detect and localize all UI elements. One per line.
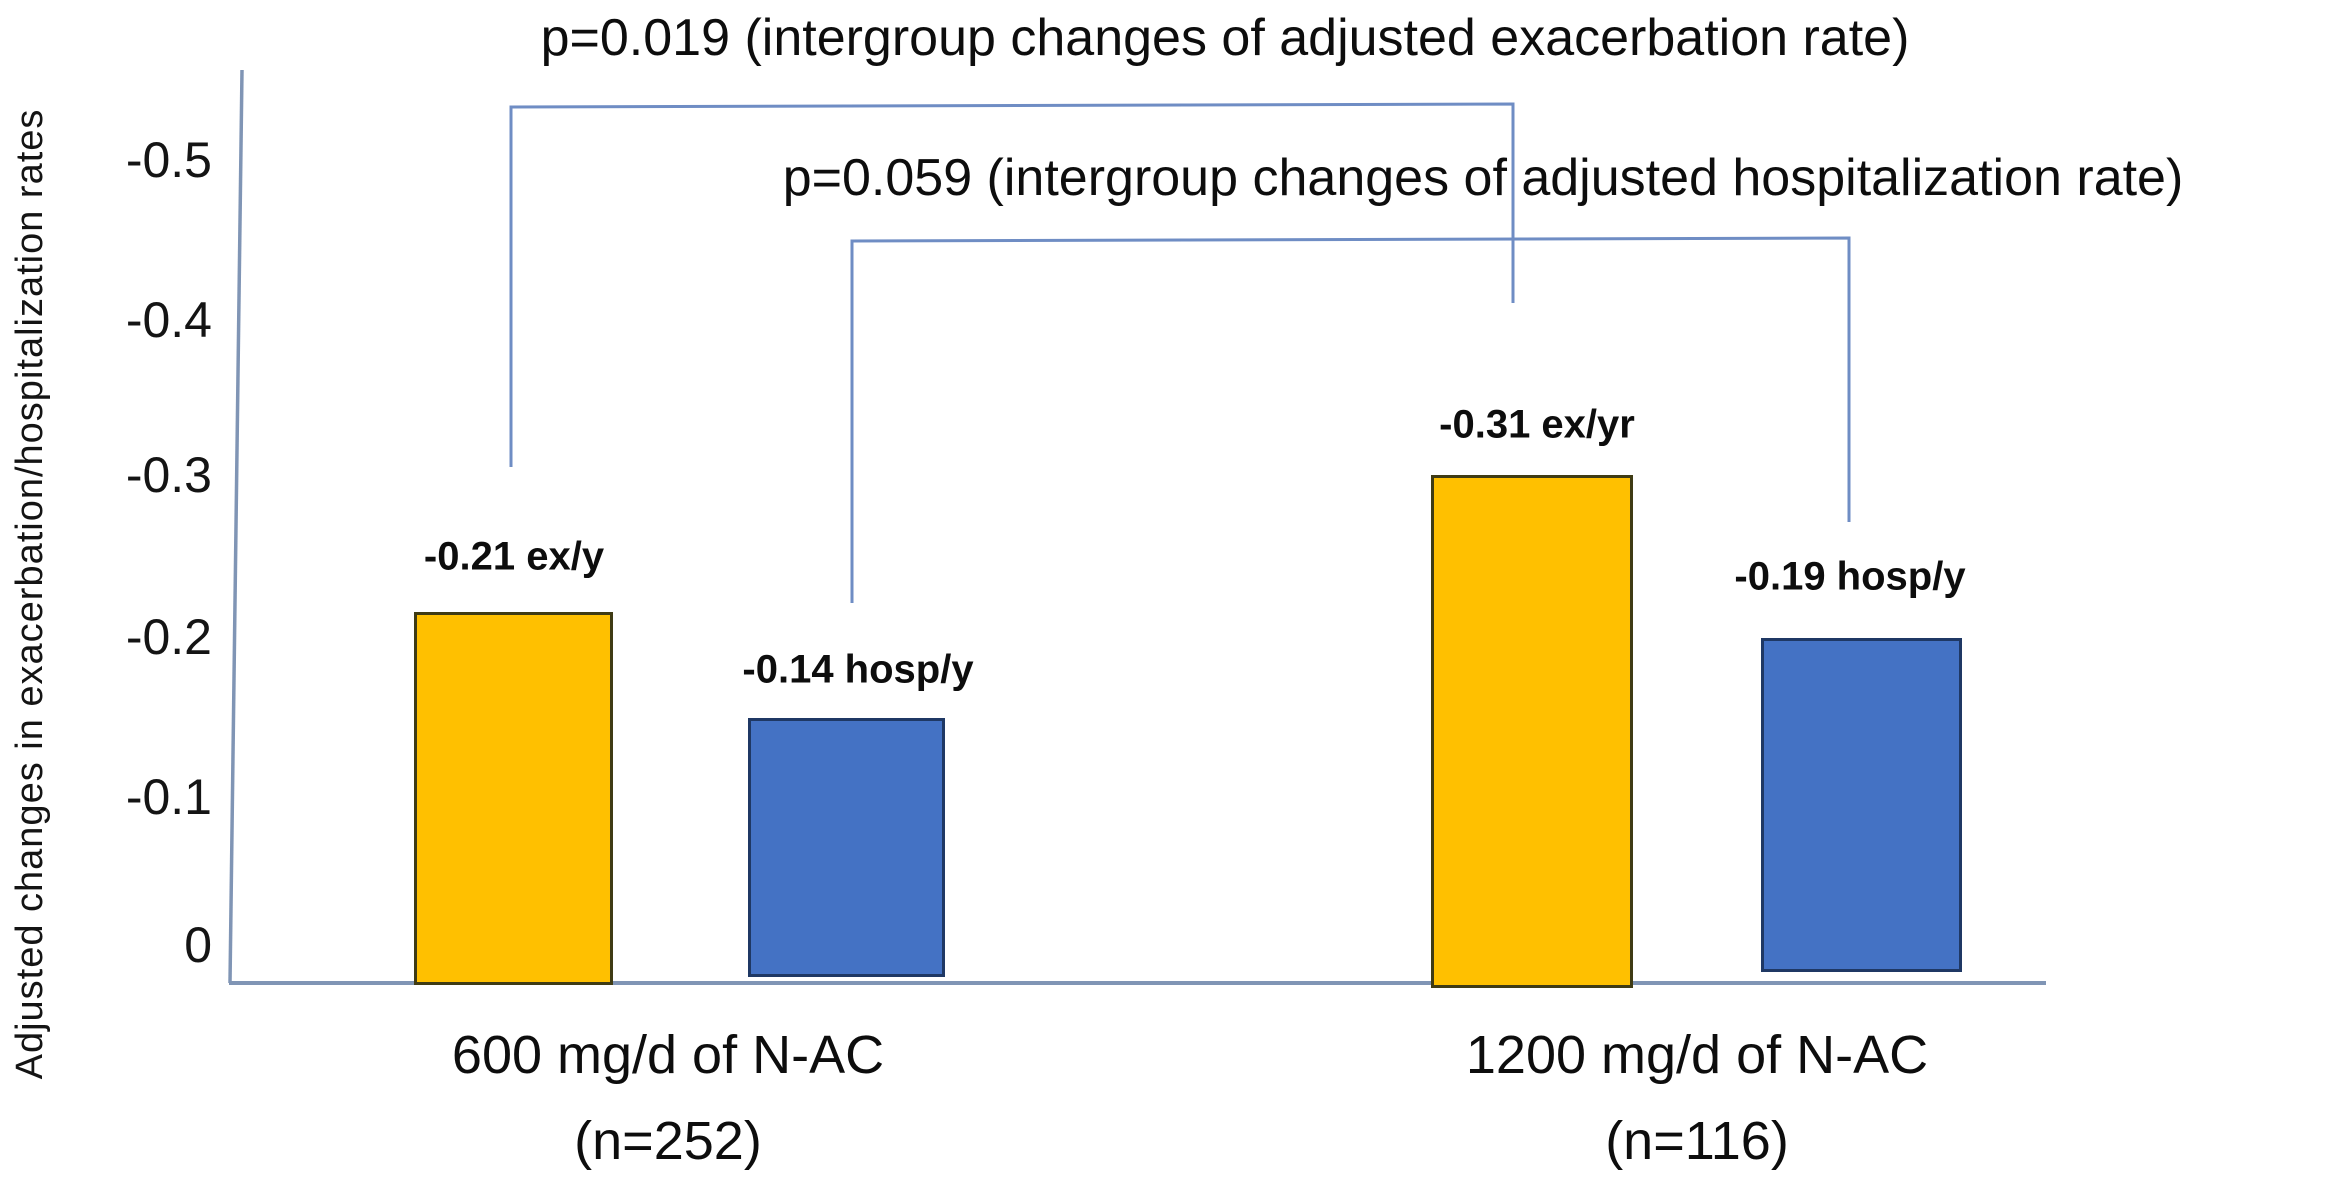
x-category-1200mg-dose: 1200 mg/d of N-AC [1465,1025,1929,1085]
bar-1200mg-exacerbation [1431,475,1633,988]
data-label-1200mg-exacerbation: -0.31 ex/yr [1439,402,1635,447]
y-tick-neg-0-3: -0.3 [125,447,212,503]
y-tick-neg-0-2: -0.2 [125,609,212,665]
p-value-annotation-exacerbation: p=0.019 (intergroup changes of adjusted … [540,9,1910,67]
y-tick-zero: 0 [184,917,212,973]
data-label-1200mg-hospitalization: -0.19 hosp/y [1734,554,1966,599]
data-label-600mg-hospitalization: -0.14 hosp/y [742,647,974,692]
bar-600mg-exacerbation [414,612,613,985]
x-category-1200mg-n: (n=116) [1605,1111,1789,1171]
x-category-1200mg: 1200 mg/d of N-AC (n=116) [1466,1012,1928,1184]
x-category-600mg-dose: 600 mg/d of N-AC [451,1025,885,1085]
y-axis-line [228,69,244,984]
data-label-600mg-exacerbation: -0.21 ex/y [423,534,605,579]
y-tick-neg-0-1: -0.1 [125,769,212,825]
significance-bracket-hospitalization [850,236,1851,603]
x-category-600mg-n: (n=252) [574,1111,762,1171]
bar-1200mg-hospitalization [1761,638,1962,972]
p-value-annotation-hospitalization: p=0.059 (intergroup changes of adjusted … [782,149,2184,207]
y-tick-neg-0-5: -0.5 [125,132,212,188]
y-tick-neg-0-4: -0.4 [125,292,212,348]
x-category-600mg: 600 mg/d of N-AC (n=252) [452,1012,884,1184]
bar-600mg-hospitalization [748,718,945,977]
